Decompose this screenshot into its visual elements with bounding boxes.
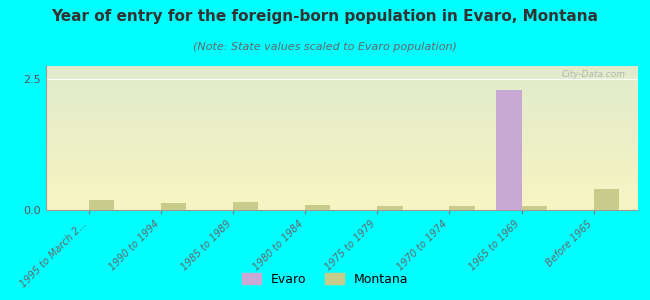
Text: Year of entry for the foreign-born population in Evaro, Montana: Year of entry for the foreign-born popul… — [51, 9, 599, 24]
Bar — [233, 202, 258, 210]
Text: (Note: State values scaled to Evaro population): (Note: State values scaled to Evaro popu… — [193, 42, 457, 52]
Bar — [89, 200, 114, 210]
Legend: Evaro, Montana: Evaro, Montana — [237, 268, 413, 291]
Bar — [521, 206, 547, 210]
Bar — [161, 203, 186, 210]
Bar — [497, 90, 521, 210]
Bar — [593, 189, 619, 210]
Text: City-Data.com: City-Data.com — [561, 70, 625, 79]
Bar — [377, 206, 402, 210]
Bar — [306, 205, 330, 210]
Bar — [449, 206, 474, 210]
